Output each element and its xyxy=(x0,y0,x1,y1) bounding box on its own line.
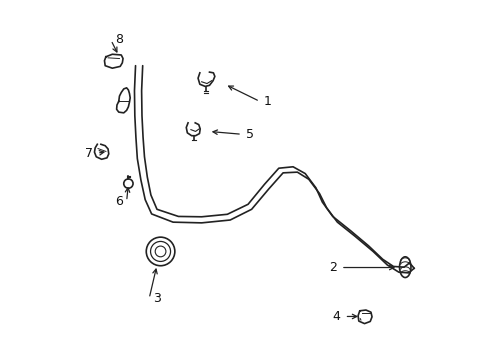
Text: 7: 7 xyxy=(85,147,93,160)
Text: 5: 5 xyxy=(245,128,253,141)
Text: 1: 1 xyxy=(263,95,271,108)
Text: 6: 6 xyxy=(115,195,122,208)
Text: 8: 8 xyxy=(115,33,122,46)
Text: 2: 2 xyxy=(328,261,336,274)
Text: 4: 4 xyxy=(332,310,340,323)
Text: 3: 3 xyxy=(153,292,161,305)
